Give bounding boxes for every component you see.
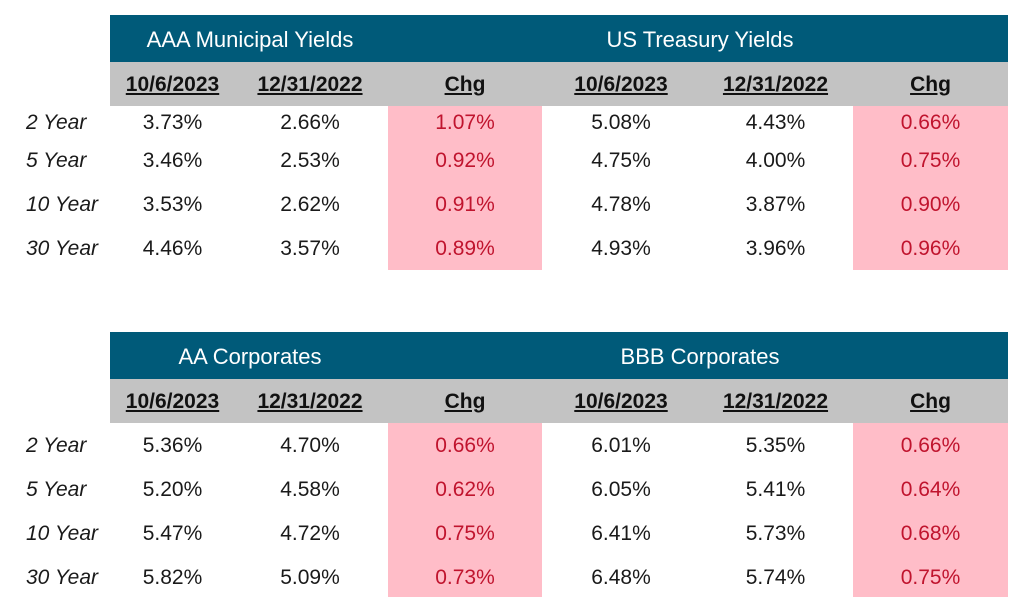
table-cell: 4.75%: [591, 149, 651, 172]
chg-cell: 0.92%: [435, 149, 495, 172]
row-label: 10 Year: [26, 193, 99, 216]
table-cell: 5.73%: [745, 522, 806, 545]
table-cell: 4.58%: [280, 478, 340, 501]
table-cell: 4.43%: [745, 111, 806, 134]
table-cell: 5.09%: [280, 566, 340, 589]
row-label: 5 Year: [26, 478, 87, 501]
table-cell: 3.53%: [142, 193, 203, 216]
row-label: 30 Year: [26, 566, 99, 589]
chg-cell: 0.75%: [900, 566, 961, 589]
column-header: 10/6/2023: [125, 73, 220, 96]
chg-cell: 0.73%: [435, 566, 495, 589]
table-cell: 6.01%: [591, 434, 651, 457]
table-cell: 3.57%: [280, 237, 340, 260]
chg-cell: 0.62%: [435, 478, 495, 501]
table-cell: 2.62%: [280, 193, 340, 216]
chg-cell: 0.89%: [435, 237, 495, 260]
chg-highlight-left: [388, 423, 542, 597]
chg-highlight-right: [853, 106, 1008, 270]
column-header: 10/6/2023: [574, 390, 668, 413]
table-cell: 5.35%: [745, 434, 806, 457]
table-cell: 3.73%: [142, 111, 203, 134]
row-label: 2 Year: [26, 111, 87, 134]
chg-cell: 1.07%: [435, 111, 495, 134]
chg-cell: 0.91%: [435, 193, 495, 216]
column-header: Chg: [910, 73, 951, 96]
table-cell: 4.46%: [142, 237, 203, 260]
header-band: [110, 332, 1008, 379]
table-title-left: AA Corporates: [178, 344, 322, 369]
table-cell: 6.41%: [591, 522, 651, 545]
chg-highlight-left: [388, 106, 542, 270]
column-header: Chg: [910, 390, 951, 413]
column-header: 12/31/2022: [257, 73, 363, 96]
chg-highlight-right: [853, 423, 1008, 597]
chg-cell: 0.66%: [900, 111, 961, 134]
chg-cell: 0.90%: [900, 193, 961, 216]
table-cell: 3.87%: [745, 193, 806, 216]
table-cell: 5.36%: [142, 434, 203, 457]
chg-cell: 0.66%: [435, 434, 495, 457]
chg-cell: 0.64%: [900, 478, 961, 501]
table-cell: 4.72%: [280, 522, 340, 545]
column-header-row: [110, 62, 1008, 106]
table-title-right: US Treasury Yields: [606, 27, 794, 52]
column-header: 10/6/2023: [574, 73, 668, 96]
row-label: 2 Year: [26, 434, 87, 457]
header-band: [110, 15, 1008, 62]
row-label: 30 Year: [26, 237, 99, 260]
table-cell: 4.93%: [591, 237, 651, 260]
table-cell: 3.46%: [142, 149, 203, 172]
chg-cell: 0.75%: [900, 149, 961, 172]
table-cell: 6.48%: [591, 566, 651, 589]
table-cell: 5.74%: [745, 566, 806, 589]
table-cell: 5.47%: [142, 522, 203, 545]
table-cell: 5.82%: [142, 566, 203, 589]
chg-cell: 0.96%: [900, 237, 961, 260]
table-cell: 5.20%: [142, 478, 203, 501]
column-header: Chg: [444, 73, 486, 96]
column-header-row: [110, 379, 1008, 423]
table-cell: 5.08%: [591, 111, 651, 134]
table-title-left: AAA Municipal Yields: [146, 27, 354, 52]
table-title-right: BBB Corporates: [620, 344, 780, 369]
column-header: 12/31/2022: [722, 390, 829, 413]
table-cell: 4.00%: [745, 149, 806, 172]
table-cell: 3.96%: [745, 237, 806, 260]
column-header: 10/6/2023: [125, 390, 220, 413]
column-header: Chg: [444, 390, 486, 413]
table-cell: 4.78%: [591, 193, 651, 216]
column-header: 12/31/2022: [257, 390, 363, 413]
chg-cell: 0.75%: [435, 522, 495, 545]
chg-cell: 0.68%: [900, 522, 961, 545]
column-header: 12/31/2022: [722, 73, 829, 96]
table-cell: 4.70%: [280, 434, 340, 457]
table-cell: 6.05%: [591, 478, 651, 501]
table-cell: 2.66%: [280, 111, 340, 134]
row-label: 5 Year: [26, 149, 87, 172]
row-label: 10 Year: [26, 522, 99, 545]
table-cell: 2.53%: [280, 149, 340, 172]
table-cell: 5.41%: [745, 478, 806, 501]
chg-cell: 0.66%: [900, 434, 961, 457]
